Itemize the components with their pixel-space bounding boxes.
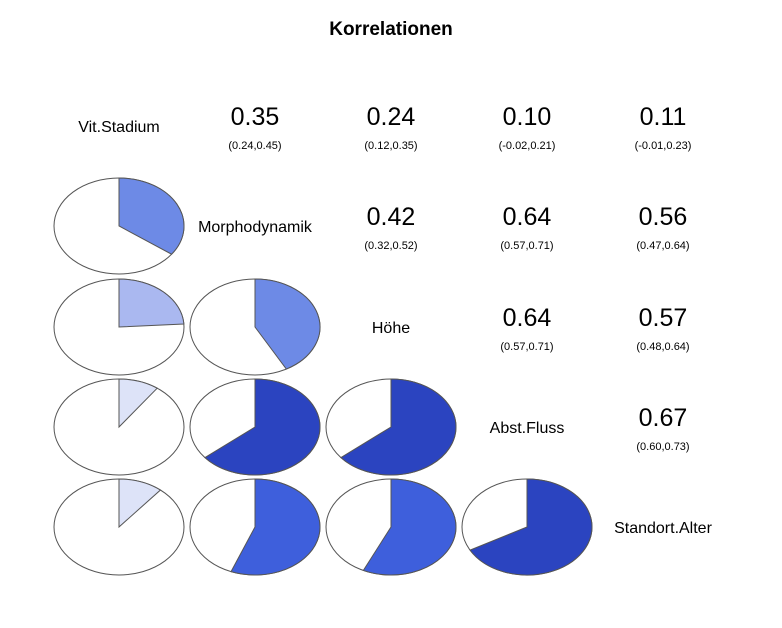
correlation-pie	[325, 378, 457, 476]
confidence-interval: (0.12,0.35)	[364, 140, 417, 152]
confidence-interval: (0.24,0.45)	[228, 140, 281, 152]
correlation-value: 0.67	[639, 404, 688, 432]
chart-title: Korrelationen	[329, 19, 453, 40]
correlation-value: 0.57	[639, 304, 688, 332]
pie-slice	[254, 278, 321, 370]
variable-label: Morphodynamik	[198, 219, 313, 236]
variable-label: Standort.Alter	[614, 520, 713, 537]
variable-label: Höhe	[372, 320, 410, 337]
correlation-value: 0.35	[231, 103, 280, 131]
confidence-interval: (0.32,0.52)	[364, 240, 417, 252]
correlation-pie	[53, 278, 185, 376]
correlation-value: 0.11	[640, 103, 687, 131]
pie-slice	[204, 378, 321, 476]
pie-slice	[230, 478, 321, 576]
pie-slice	[340, 378, 457, 476]
correlation-pie	[189, 478, 321, 576]
correlation-value: 0.42	[367, 203, 416, 231]
correlation-pie	[325, 478, 457, 576]
confidence-interval: (0.57,0.71)	[500, 341, 553, 353]
confidence-interval: (0.48,0.64)	[636, 341, 689, 353]
correlation-pie	[53, 378, 185, 476]
pie-slice	[118, 378, 159, 429]
variable-label: Vit.Stadium	[78, 119, 160, 136]
pie-slice	[118, 177, 185, 255]
correlogram-cells: Vit.Stadium Morphodynamik Höhe Abst.Fluss St…	[53, 103, 713, 576]
confidence-interval: (-0.01,0.23)	[635, 140, 692, 152]
correlation-pie	[189, 278, 321, 376]
pie-slice	[469, 478, 593, 576]
confidence-interval: (0.47,0.64)	[636, 240, 689, 252]
correlation-pie	[189, 378, 321, 476]
confidence-interval: (0.57,0.71)	[500, 240, 553, 252]
correlation-pie	[53, 177, 185, 275]
correlation-value: 0.64	[503, 304, 552, 332]
correlation-pie	[53, 478, 185, 576]
pie-slice	[362, 478, 457, 576]
correlation-value: 0.24	[367, 103, 416, 131]
correlation-value: 0.10	[503, 103, 552, 131]
variable-label: Abst.Fluss	[490, 420, 565, 437]
correlation-pie	[461, 478, 593, 576]
correlation-value: 0.64	[503, 203, 552, 231]
confidence-interval: (-0.02,0.21)	[499, 140, 556, 152]
pie-slice	[118, 278, 185, 328]
correlation-value: 0.56	[639, 203, 688, 231]
confidence-interval: (0.60,0.73)	[636, 441, 689, 453]
pie-slice	[118, 478, 162, 529]
